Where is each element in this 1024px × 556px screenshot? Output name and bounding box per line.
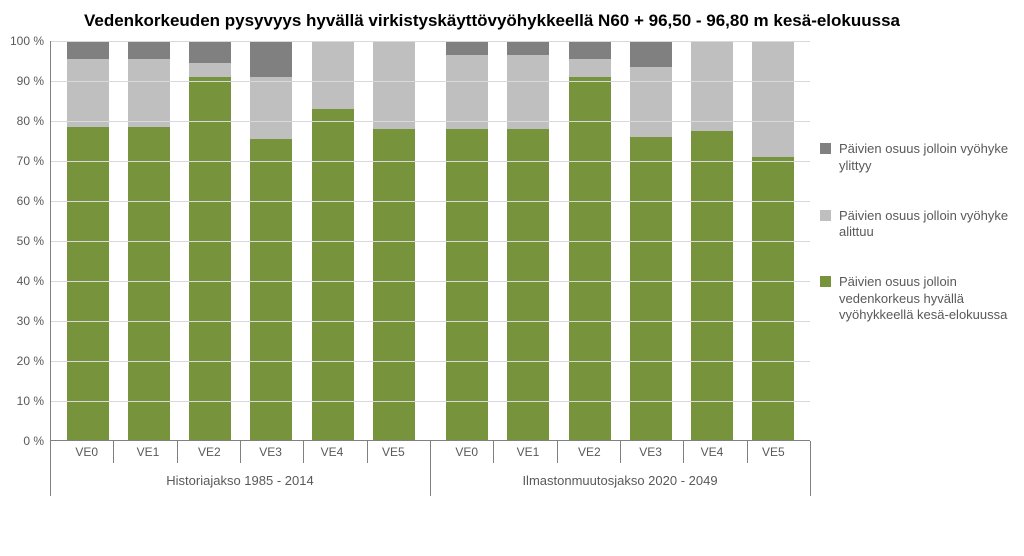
segment-under — [312, 41, 354, 109]
segment-under — [752, 41, 794, 157]
segment-over — [250, 41, 292, 77]
y-tick-label: 30 % — [17, 314, 44, 328]
segment-good — [691, 131, 733, 440]
segment-good — [250, 139, 292, 440]
segment-under — [373, 41, 415, 129]
legend: Päivien osuus jolloin vyöhyke ylittyy Päi… — [820, 141, 1010, 357]
gridline — [51, 161, 810, 162]
x-category-label: VE1 — [127, 441, 169, 465]
segment-good — [189, 77, 231, 440]
segment-under — [691, 41, 733, 131]
x-category-label: VE1 — [507, 441, 549, 465]
segment-under — [189, 63, 231, 77]
y-tick-label: 10 % — [17, 394, 44, 408]
x-tick-minor — [747, 441, 748, 463]
segment-under — [630, 67, 672, 137]
y-tick-label: 70 % — [17, 154, 44, 168]
x-category-label: VE0 — [66, 441, 108, 465]
gridline — [51, 81, 810, 82]
segment-good — [128, 127, 170, 440]
segment-over — [569, 41, 611, 59]
segment-under — [569, 59, 611, 77]
gridline — [51, 401, 810, 402]
gridline — [51, 201, 810, 202]
segment-over — [630, 41, 672, 67]
x-tick-minor — [493, 441, 494, 463]
x-tick-major — [810, 441, 811, 496]
segment-good — [752, 157, 794, 440]
x-tick-minor — [177, 441, 178, 463]
x-tick-minor — [557, 441, 558, 463]
legend-swatch — [820, 276, 831, 287]
segment-good — [446, 129, 488, 440]
segment-over — [67, 41, 109, 59]
segment-under — [128, 59, 170, 127]
x-category-label: VE0 — [446, 441, 488, 465]
segment-good — [67, 127, 109, 440]
legend-swatch — [820, 143, 831, 154]
y-axis: 0 %10 %20 %30 %40 %50 %60 %70 %80 %90 %1… — [0, 41, 50, 441]
chart-container: Vedenkorkeuden pysyvyys hyvällä virkisty… — [0, 0, 1024, 556]
legend-item: Päivien osuus jolloin vyöhyke ylittyy — [820, 141, 1010, 174]
segment-good — [373, 129, 415, 440]
chart-title: Vedenkorkeuden pysyvyys hyvällä virkisty… — [0, 10, 1024, 41]
y-tick-label: 50 % — [17, 234, 44, 248]
legend-item: Päivien osuus jolloin vedenkorkeus hyväl… — [820, 274, 1010, 323]
x-category-label: VE4 — [311, 441, 353, 465]
x-group-name: Historiajakso 1985 - 2014 — [50, 471, 430, 501]
segment-good — [312, 109, 354, 440]
x-tick-major — [50, 441, 51, 496]
x-category-label: VE2 — [568, 441, 610, 465]
segment-good — [630, 137, 672, 440]
x-category-label: VE4 — [691, 441, 733, 465]
legend-swatch — [820, 210, 831, 221]
segment-good — [569, 77, 611, 440]
x-tick-minor — [113, 441, 114, 463]
x-category-label: VE2 — [188, 441, 230, 465]
gridline — [51, 321, 810, 322]
x-group-name: Ilmastonmuutosjakso 2020 - 2049 — [430, 471, 810, 501]
legend-label: Päivien osuus jolloin vyöhyke ylittyy — [839, 141, 1010, 174]
segment-under — [446, 55, 488, 129]
x-category-label: VE3 — [250, 441, 292, 465]
plot-area — [50, 41, 810, 441]
x-category-label: VE3 — [630, 441, 672, 465]
gridline — [51, 121, 810, 122]
legend-label: Päivien osuus jolloin vyöhyke alittuu — [839, 208, 1010, 241]
y-tick-label: 90 % — [17, 74, 44, 88]
legend-item: Päivien osuus jolloin vyöhyke alittuu — [820, 208, 1010, 241]
legend-label: Päivien osuus jolloin vedenkorkeus hyväl… — [839, 274, 1010, 323]
gridline — [51, 41, 810, 42]
segment-over — [128, 41, 170, 59]
x-tick-minor — [620, 441, 621, 463]
segment-under — [507, 55, 549, 129]
y-tick-label: 80 % — [17, 114, 44, 128]
y-tick-label: 100 % — [10, 34, 44, 48]
segment-good — [507, 129, 549, 440]
plot-wrap: 0 %10 %20 %30 %40 %50 %60 %70 %80 %90 %1… — [0, 41, 1024, 511]
y-tick-label: 0 % — [23, 434, 44, 448]
segment-over — [446, 41, 488, 55]
gridline — [51, 361, 810, 362]
x-tick-minor — [303, 441, 304, 463]
segment-under — [250, 77, 292, 139]
gridline — [51, 281, 810, 282]
x-category-label: VE5 — [372, 441, 414, 465]
x-tick-minor — [240, 441, 241, 463]
x-tick-minor — [367, 441, 368, 463]
segment-over — [189, 41, 231, 63]
x-tick-minor — [683, 441, 684, 463]
y-tick-label: 40 % — [17, 274, 44, 288]
y-tick-label: 60 % — [17, 194, 44, 208]
gridline — [51, 241, 810, 242]
segment-over — [507, 41, 549, 55]
segment-under — [67, 59, 109, 127]
x-category-label: VE5 — [752, 441, 794, 465]
x-tick-major — [430, 441, 431, 496]
y-tick-label: 20 % — [17, 354, 44, 368]
